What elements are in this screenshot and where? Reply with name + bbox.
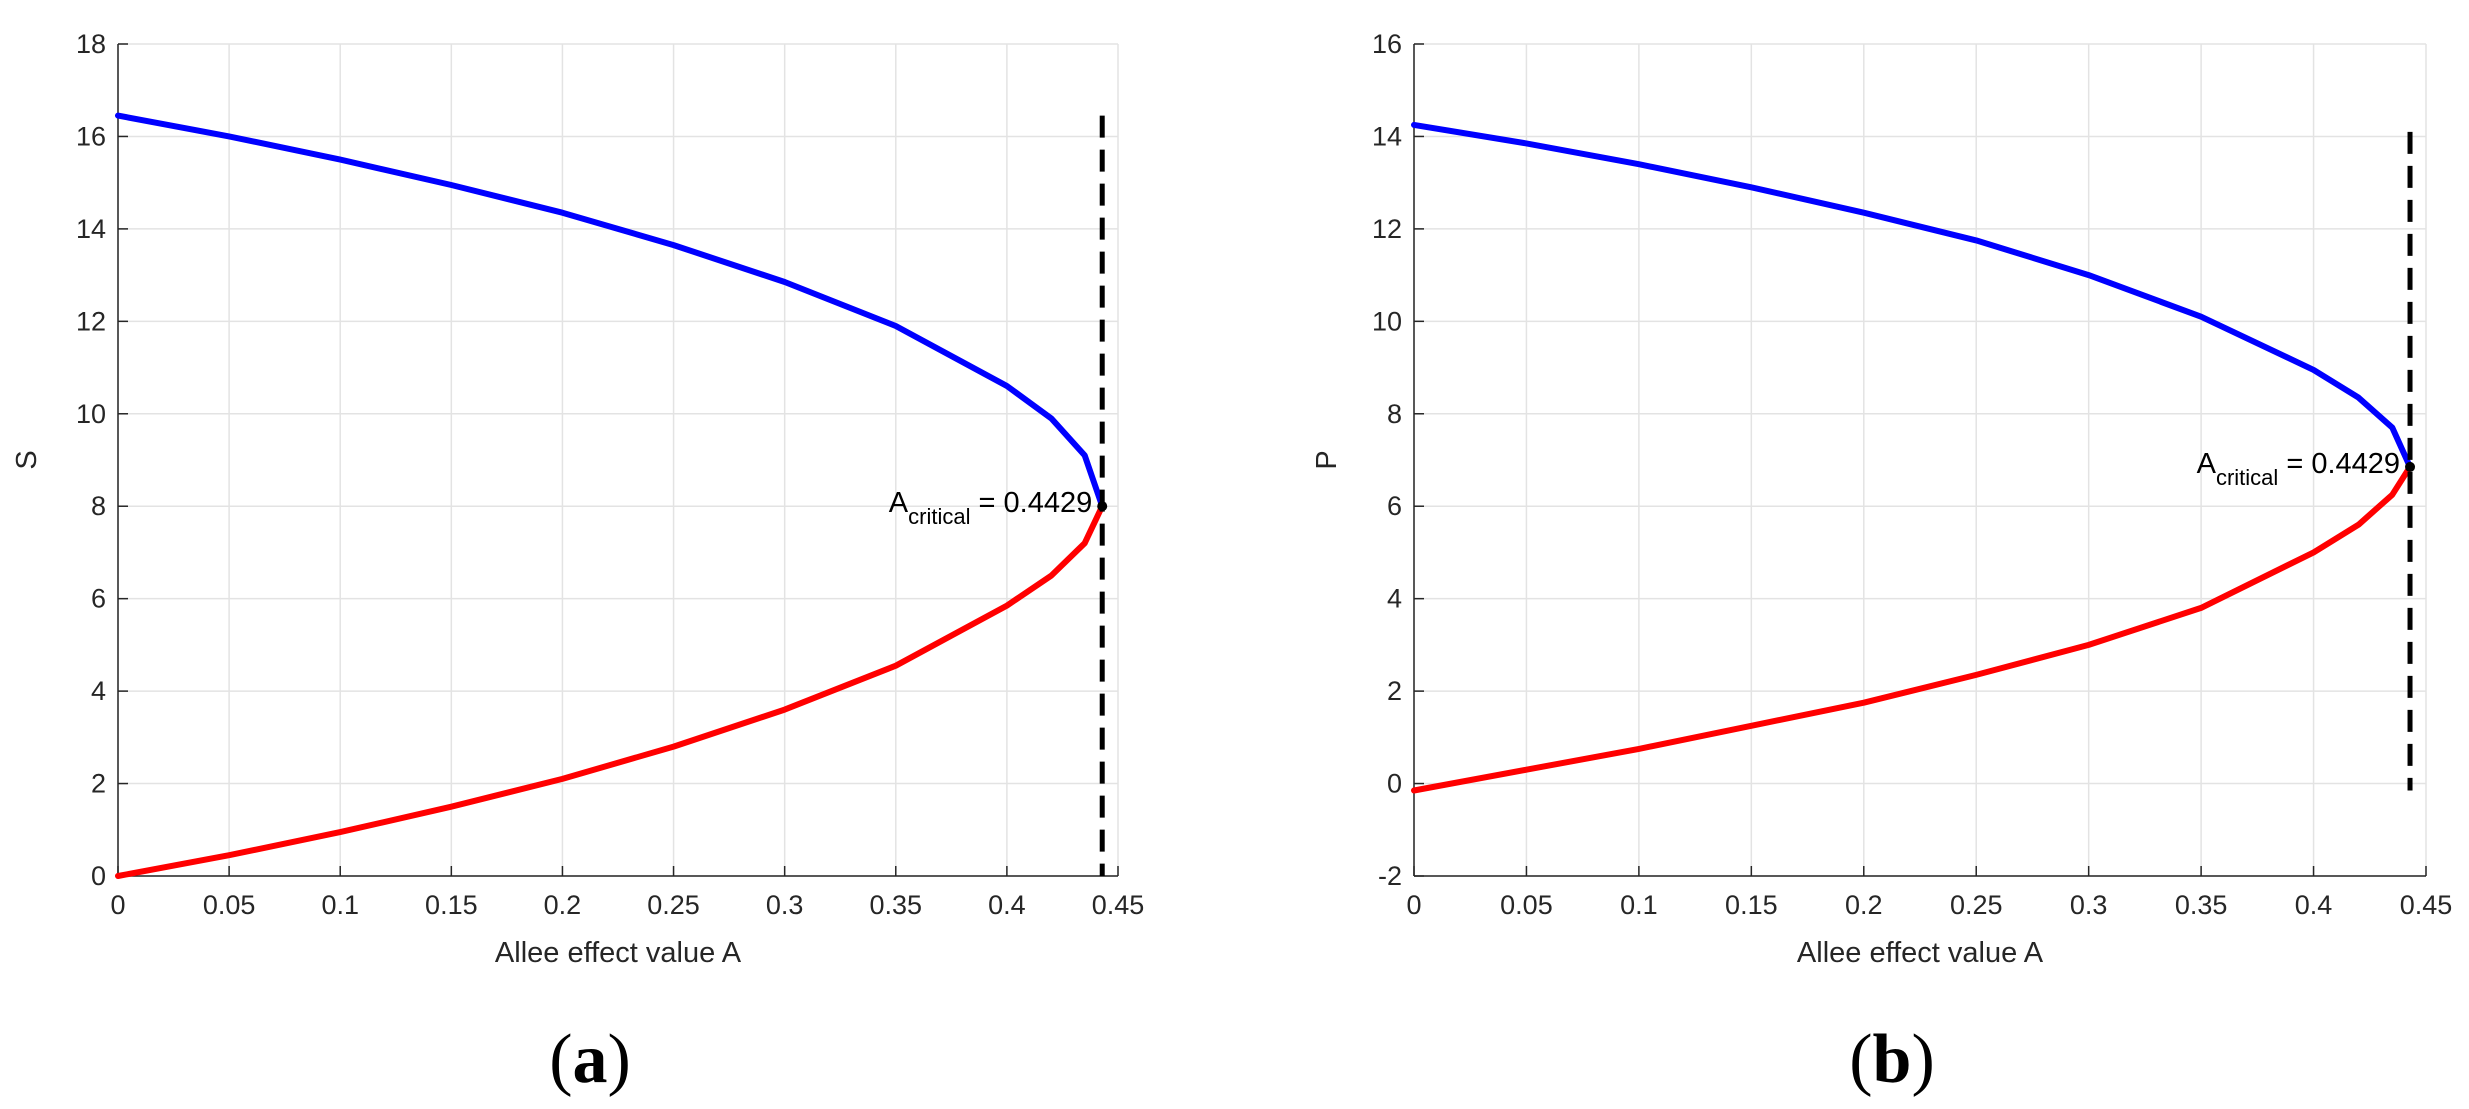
- panel-letter: b: [1873, 1021, 1912, 1098]
- y-tick-label: 12: [76, 306, 106, 336]
- annotation-value: = 0.4429: [2278, 448, 2400, 480]
- x-tick-label: 0.05: [1500, 890, 1553, 920]
- x-axis-label: Allee effect value A: [495, 937, 742, 969]
- x-tick-label: 0.35: [869, 890, 922, 920]
- x-tick-label: 0.1: [321, 890, 359, 920]
- y-tick-label: 10: [76, 399, 106, 429]
- critical-point-marker: [2405, 461, 2416, 472]
- x-tick-label: 0.25: [647, 890, 700, 920]
- panel-paren-open: (: [1849, 1021, 1872, 1098]
- y-axis-label: P: [1311, 450, 1343, 469]
- annotation-main: A: [889, 487, 909, 519]
- panel-b: 0 0.05 0.1 0.15 0.2 0.25 0.3 0.35 0.4 0.45-202468…: [1311, 29, 2452, 1098]
- plot-area: [118, 44, 1118, 876]
- x-tick-label: 0.1: [1620, 890, 1658, 920]
- annotation-main: A: [2197, 448, 2217, 480]
- y-tick-label: 14: [1372, 121, 1402, 151]
- critical-point-marker: [1097, 501, 1108, 512]
- x-tick-label: 0.45: [2400, 890, 2453, 920]
- x-tick-label: 0.15: [425, 890, 478, 920]
- lower-branch-line: [115, 503, 1106, 879]
- panel-paren-close: ): [1911, 1021, 1934, 1098]
- panel-paren-close: ): [608, 1021, 631, 1098]
- y-tick-label: 4: [1387, 584, 1402, 614]
- panel-paren-open: (: [549, 1021, 572, 1098]
- x-tick-label: 0.05: [203, 890, 256, 920]
- x-tick-label: 0.4: [2295, 890, 2333, 920]
- x-tick-label: 0: [110, 890, 125, 920]
- y-tick-label: 16: [76, 121, 106, 151]
- x-tick-label: 0.45: [1092, 890, 1145, 920]
- plot-area: [1414, 44, 2426, 876]
- y-tick-label: 6: [1387, 491, 1402, 521]
- y-tick-label: 16: [1372, 29, 1402, 59]
- x-tick-label: 0.15: [1725, 890, 1778, 920]
- x-tick-label: 0.25: [1950, 890, 2003, 920]
- x-tick-label: 0.35: [2175, 890, 2228, 920]
- x-tick-label: 0.2: [544, 890, 582, 920]
- upper-branch-line: [115, 112, 1106, 510]
- panel-a: 0 0.05 0.1 0.15 0.2 0.25 0.3 0.35 0.4 0.45 0 2 4 6 8 10…: [11, 29, 1144, 1098]
- x-tick-label: 0.3: [2070, 890, 2108, 920]
- y-axis-label: S: [11, 450, 43, 469]
- y-tick-label: 14: [76, 214, 106, 244]
- critical-annotation: Acritical = 0.4429: [2197, 448, 2400, 490]
- y-tick-label: 12: [1372, 214, 1402, 244]
- panel-label: (b): [1849, 1021, 1935, 1098]
- y-tick-label: 0: [91, 861, 106, 891]
- y-tick-label: 2: [91, 769, 106, 799]
- lower-branch-line: [1411, 463, 2413, 794]
- x-tick-label: 0.4: [988, 890, 1026, 920]
- y-tick-label: 10: [1372, 306, 1402, 336]
- y-tick-label: -2: [1378, 861, 1402, 891]
- upper-branch-line: [1411, 121, 2413, 470]
- x-tick-label: 0: [1406, 890, 1421, 920]
- y-tick-label: 0: [1387, 769, 1402, 799]
- panel-label: (a): [549, 1021, 631, 1098]
- y-tick-label: 2: [1387, 676, 1402, 706]
- y-tick-label: 8: [1387, 399, 1402, 429]
- annotation-subscript: critical: [908, 504, 970, 529]
- x-tick-label: 0.2: [1845, 890, 1883, 920]
- y-tick-label: 8: [91, 491, 106, 521]
- y-tick-label: 6: [91, 584, 106, 614]
- critical-annotation: Acritical = 0.4429: [889, 487, 1092, 529]
- annotation-subscript: critical: [2216, 465, 2278, 490]
- y-tick-label: 4: [91, 676, 106, 706]
- annotation-value: = 0.4429: [970, 487, 1092, 519]
- x-tick-label: 0.3: [766, 890, 804, 920]
- y-tick-label: 18: [76, 29, 106, 59]
- x-axis-label: Allee effect value A: [1797, 937, 2044, 969]
- panel-letter: a: [573, 1021, 608, 1098]
